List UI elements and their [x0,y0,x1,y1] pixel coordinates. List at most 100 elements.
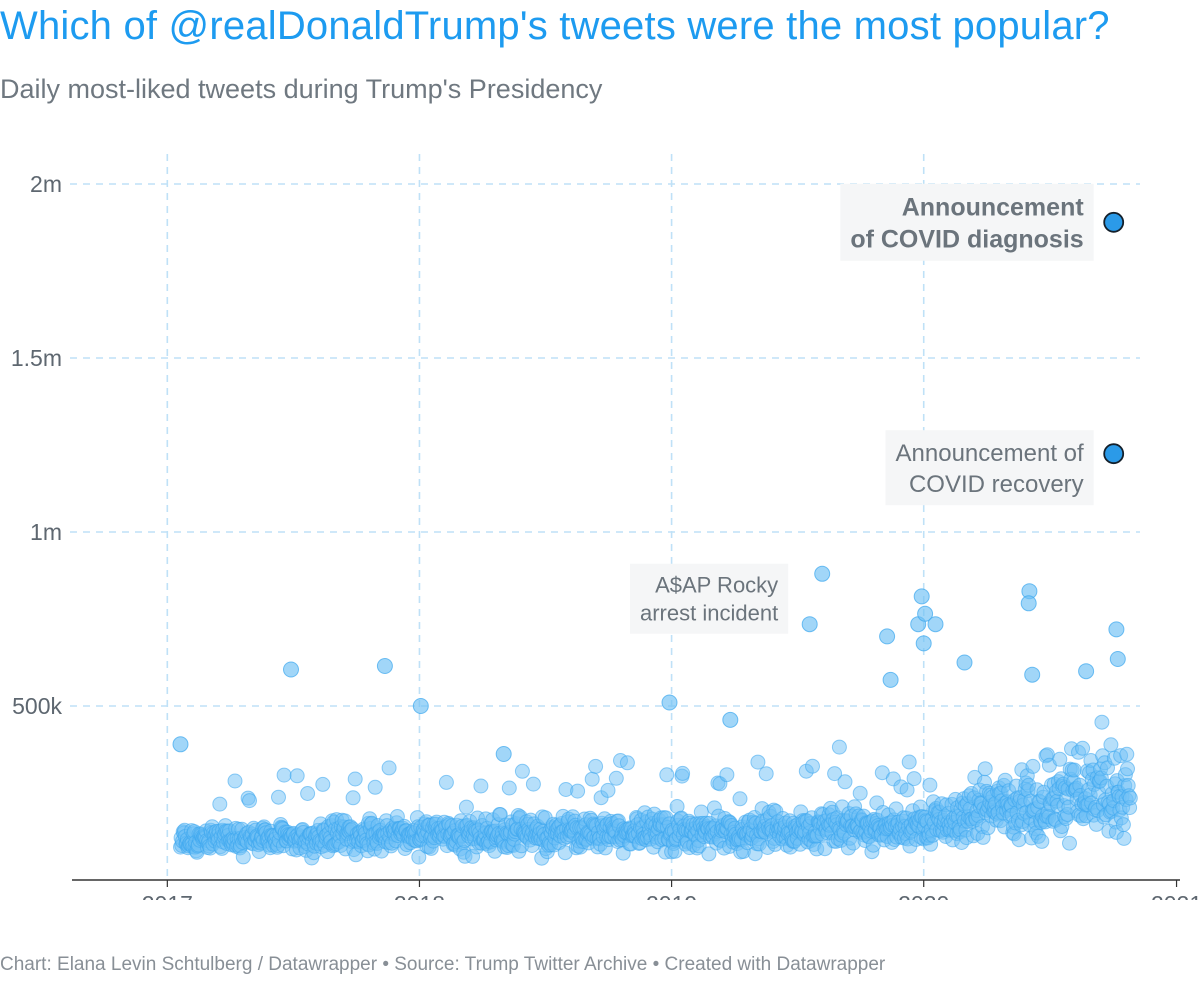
data-point [300,786,316,801]
data-point [588,758,604,774]
data-point-outlier [495,746,512,762]
data-point [235,849,251,865]
data-point [271,789,286,805]
data-point [899,782,915,798]
x-tick-label: 2021 [1151,891,1200,900]
data-point [805,758,820,774]
data-point [570,783,586,799]
data-point [1052,751,1068,767]
annotation-covid-recovery-background [885,430,1094,506]
y-tick-label: 1.5m [11,345,62,371]
data-point-outlier [722,711,739,728]
data-point-outlier [879,628,896,645]
data-point-outlier [661,694,678,711]
data-point [227,773,243,789]
data-point-outlier [956,654,973,671]
annotation-asap-rocky-line: A$AP Rocky [655,573,778,598]
annotation-covid-recovery-line: Announcement of [896,440,1084,467]
data-point [1120,761,1135,777]
data-point [1011,832,1027,848]
data-point-outlier [172,736,189,753]
data-point [525,776,541,792]
data-point [619,755,635,771]
data-point [852,785,868,801]
highlight-point-recovery [1103,443,1125,465]
data-point [600,782,616,798]
data-points [172,565,1138,866]
data-point [827,766,843,782]
data-point-outlier [1024,666,1041,683]
data-point [367,779,383,795]
annotation-covid-diagnosis-line: Announcement [902,193,1085,221]
data-point [608,770,624,786]
data-point-outlier [915,635,932,652]
data-point [906,771,922,787]
data-point [473,778,489,794]
data-point [347,771,363,787]
chart-subtitle: Daily most-liked tweets during Trump's P… [0,74,603,104]
data-point [315,776,331,792]
data-point [1115,817,1131,833]
annotation-asap-rocky: A$AP Rocky arrest incident [630,563,789,634]
gridlines [70,154,1140,880]
data-point [831,739,847,755]
data-point [584,771,600,787]
data-point [1025,758,1041,774]
data-point [438,774,454,790]
x-tick-label: 2020 [898,891,949,900]
annotation-covid-diagnosis-line: of COVID diagnosis [850,225,1083,253]
data-point [977,761,993,777]
data-point [1119,746,1135,762]
data-point-outlier [1078,663,1095,680]
data-point-outlier [376,658,393,674]
data-point-outlier [1109,651,1126,667]
data-point [1062,835,1077,851]
annotation-covid-recovery: Announcement of COVID recovery [885,430,1094,506]
data-point-outlier [1108,621,1125,638]
data-point [514,763,530,779]
data-point-outlier [917,605,934,622]
data-point [701,846,717,862]
data-point [732,791,748,807]
data-point [675,765,691,781]
data-point-outlier [283,661,299,678]
data-point [719,767,735,783]
data-point [750,754,766,770]
chart-title: Which of @realDonaldTrump's tweets were … [0,4,1110,48]
x-tick-label: 2019 [646,891,697,900]
data-point [289,768,305,784]
annotation-covid-recovery-line: COVID recovery [909,471,1084,498]
annotations: Announcement of COVID diagnosis Announceme… [630,183,1125,634]
data-point [1066,762,1082,778]
data-point [276,767,292,783]
annotation-covid-diagnosis-background [840,183,1094,261]
data-point-outlier [882,671,899,688]
data-point [1034,833,1050,849]
scatter-chart: 500k 1m 1.5m 2m 2017 2018 2019 2020 2021 Announc… [11,154,1200,900]
data-point-outlier [927,616,944,633]
data-point [1116,830,1132,846]
data-point [1094,714,1110,730]
x-tick-label: 2017 [142,891,193,900]
data-point [501,780,517,796]
y-tick-label: 1m [30,519,62,545]
annotation-asap-rocky-background [630,563,789,634]
x-tick-label: 2018 [394,891,445,900]
data-point-outlier [412,698,429,714]
data-point [381,760,397,776]
data-point [212,796,228,812]
data-point-outlier [814,565,831,582]
data-point [411,849,427,865]
data-point [901,754,917,770]
y-tick-label: 500k [12,693,62,719]
data-point [345,790,361,806]
data-point [1122,790,1138,806]
data-point [922,777,938,793]
data-point [837,774,853,790]
data-point-outlier [913,588,930,605]
data-point [458,799,474,815]
y-tick-label: 2m [30,171,62,197]
data-point [1075,740,1091,756]
data-point [242,793,257,809]
data-point-outlier [1020,595,1037,612]
